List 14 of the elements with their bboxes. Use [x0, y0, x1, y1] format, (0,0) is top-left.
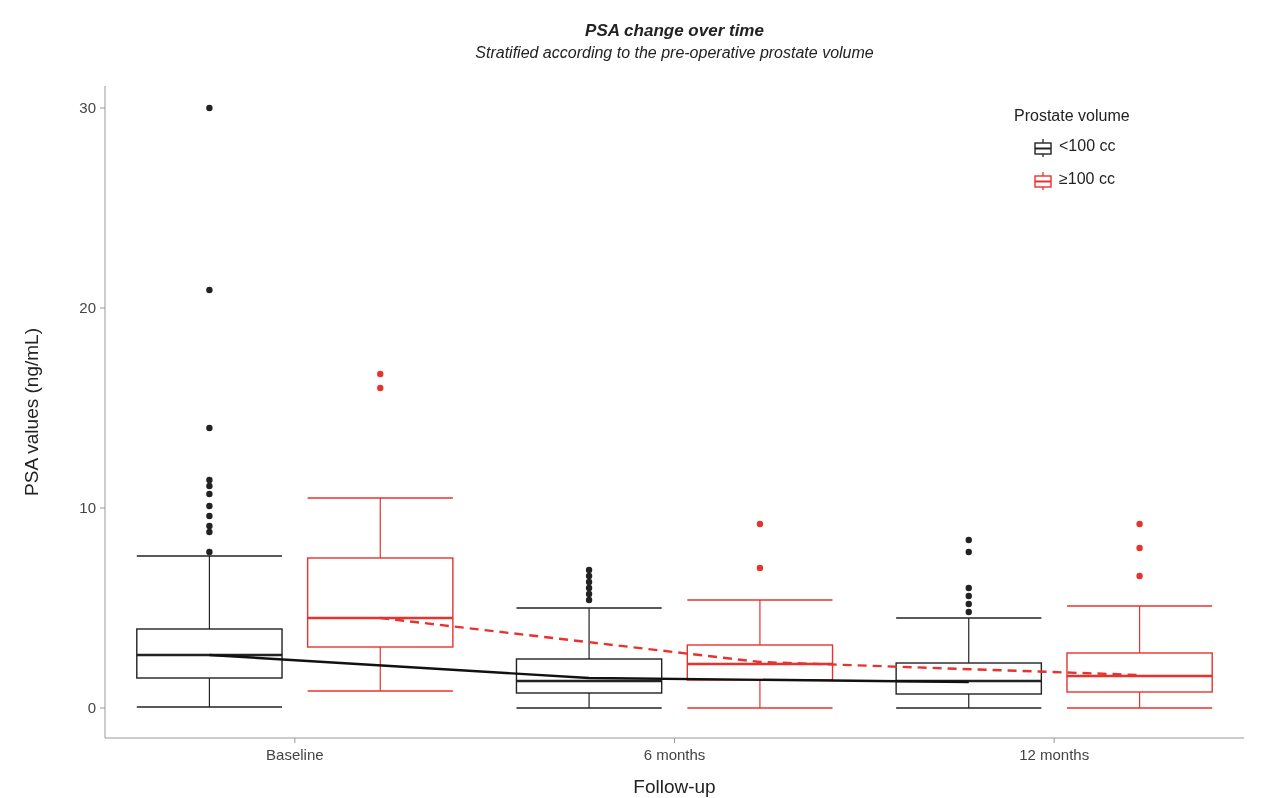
x-tick-label: Baseline	[266, 746, 324, 763]
y-tick-label: 30	[79, 99, 96, 117]
y-axis-title: PSA values (ng/mL)	[21, 328, 42, 496]
chart-subtitle: Stratified according to the pre-operative prostate volume	[475, 44, 874, 61]
y-tick-label: 10	[79, 499, 96, 517]
y-tick-label: 20	[79, 299, 96, 317]
y-tick-label: 0	[87, 699, 96, 717]
x-axis-title: Follow-up	[633, 776, 716, 797]
chart-title: PSA change over time	[585, 21, 764, 40]
legend-title: Prostate volume	[1014, 107, 1130, 124]
x-tick-label: 12 months	[1019, 746, 1090, 763]
legend-label: <100 cc	[1059, 137, 1116, 154]
legend-label: ≥100 cc	[1059, 170, 1115, 187]
x-tick-label: 6 months	[643, 746, 706, 763]
